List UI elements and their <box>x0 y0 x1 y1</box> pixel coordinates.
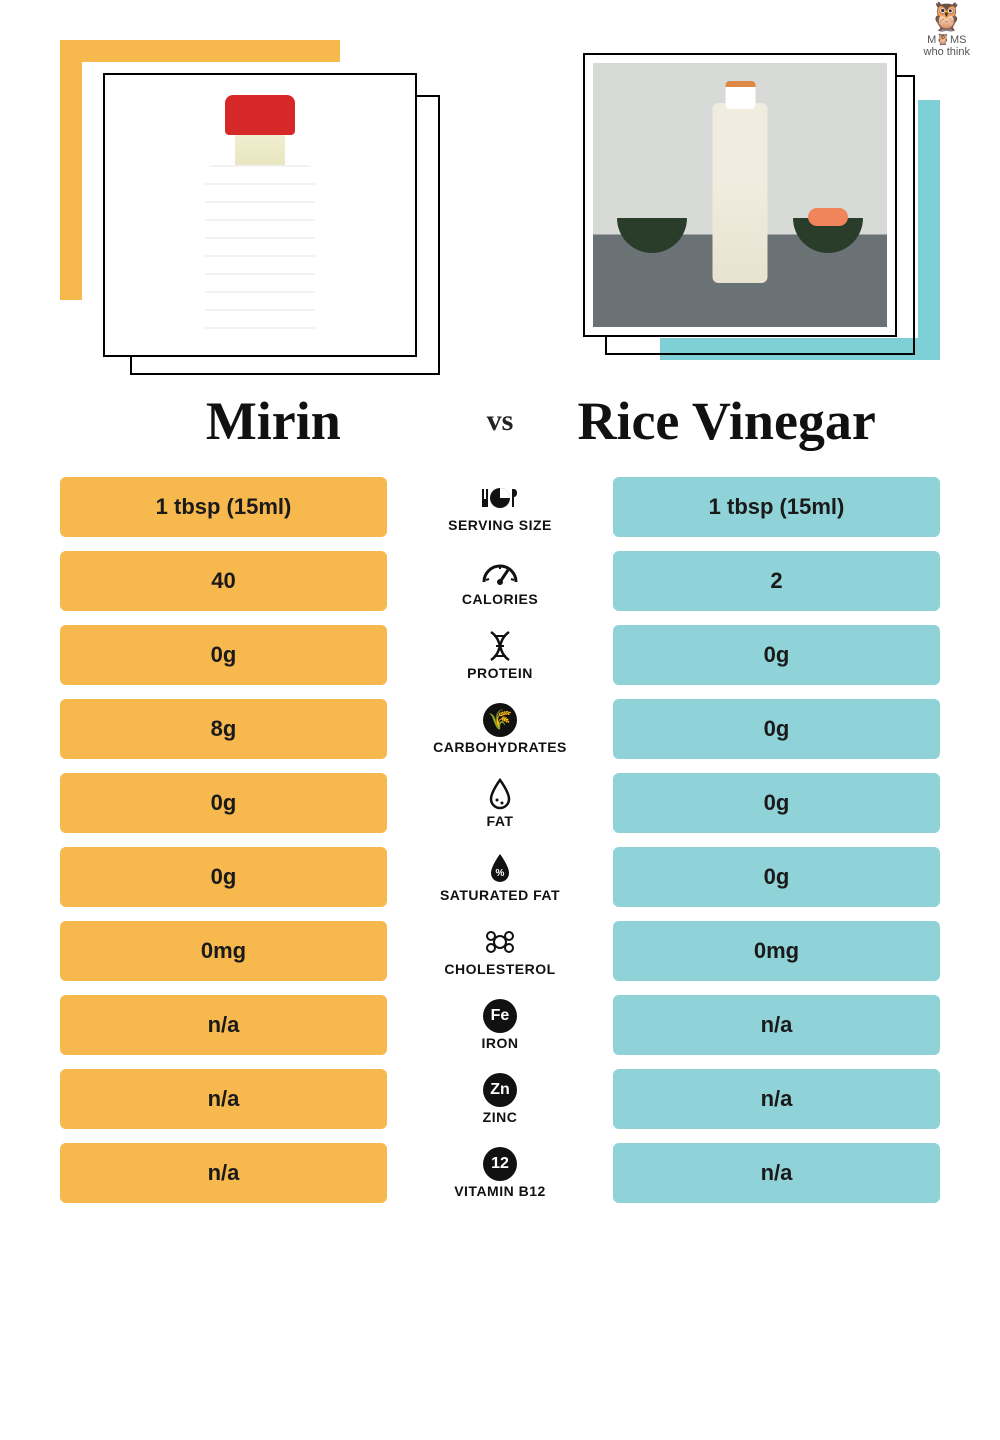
molecule-icon <box>483 925 517 959</box>
12-icon: 12 <box>483 1147 517 1181</box>
table-row: n/a 12 VITAMIN B12 n/a <box>60 1143 940 1203</box>
table-row: 1 tbsp (15ml) SERVING SIZE 1 tbsp (15ml) <box>60 477 940 537</box>
right-value-cell: 0g <box>613 773 940 833</box>
left-value-cell: 0g <box>60 847 387 907</box>
left-image-frame <box>105 75 415 355</box>
table-row: 0g% SATURATED FAT 0g <box>60 847 940 907</box>
mirin-bottle-illustration <box>200 95 320 335</box>
right-image-frame <box>585 55 895 335</box>
metric-label-cell: 🌾 CARBOHYDRATES <box>405 703 595 755</box>
metric-label-cell: CALORIES <box>405 555 595 607</box>
metric-label-cell: 12 VITAMIN B12 <box>405 1147 595 1199</box>
right-value-cell: 0mg <box>613 921 940 981</box>
left-value-cell: n/a <box>60 1143 387 1203</box>
vs-label: vs <box>467 404 534 438</box>
Zn-icon: Zn <box>483 1073 517 1107</box>
Fe-icon: Fe <box>483 999 517 1033</box>
metric-label-cell: PROTEIN <box>405 629 595 681</box>
drop-fill-icon: % <box>488 851 512 885</box>
left-image-wrap <box>60 40 430 360</box>
left-value-cell: 0g <box>60 625 387 685</box>
table-row: n/a Fe IRON n/a <box>60 995 940 1055</box>
metric-label: CALORIES <box>462 591 538 607</box>
owl-icon: 🦉 <box>924 0 970 33</box>
metric-label-cell: SERVING SIZE <box>405 481 595 533</box>
metric-label: SATURATED FAT <box>440 887 560 903</box>
left-value-cell: n/a <box>60 995 387 1055</box>
images-row <box>60 40 940 360</box>
dna-icon <box>485 629 515 663</box>
left-value-cell: n/a <box>60 1069 387 1129</box>
table-row: 0g FAT 0g <box>60 773 940 833</box>
table-row: 0g PROTEIN 0g <box>60 625 940 685</box>
metric-label: ZINC <box>483 1109 518 1125</box>
comparison-table: 1 tbsp (15ml) SERVING SIZE 1 tbsp (15ml) 40… <box>60 477 940 1203</box>
metric-label-cell: Fe IRON <box>405 999 595 1051</box>
left-value-cell: 0g <box>60 773 387 833</box>
right-value-cell: n/a <box>613 1143 940 1203</box>
gauge-icon <box>480 555 520 589</box>
table-row: n/a Zn ZINC n/a <box>60 1069 940 1129</box>
right-value-cell: 0g <box>613 847 940 907</box>
svg-text:%: % <box>496 868 505 879</box>
right-value-cell: n/a <box>613 995 940 1055</box>
metric-label: CHOLESTEROL <box>444 961 555 977</box>
table-row: 8g 🌾 CARBOHYDRATES 0g <box>60 699 940 759</box>
left-value-cell: 40 <box>60 551 387 611</box>
titles-row: Mirin vs Rice Vinegar <box>60 390 940 452</box>
metric-label: SERVING SIZE <box>448 517 552 533</box>
wheat-icon: 🌾 <box>483 703 517 737</box>
table-row: 0mg CHOLESTEROL 0mg <box>60 921 940 981</box>
table-row: 40 CALORIES 2 <box>60 551 940 611</box>
metric-label: IRON <box>482 1035 519 1051</box>
right-title: Rice Vinegar <box>533 390 920 452</box>
left-value-cell: 8g <box>60 699 387 759</box>
right-value-cell: 1 tbsp (15ml) <box>613 477 940 537</box>
right-value-cell: 2 <box>613 551 940 611</box>
metric-label-cell: FAT <box>405 777 595 829</box>
metric-label-cell: % SATURATED FAT <box>405 851 595 903</box>
metric-label: VITAMIN B12 <box>454 1183 546 1199</box>
left-title: Mirin <box>80 390 467 452</box>
metric-label: FAT <box>487 813 514 829</box>
metric-label-cell: Zn ZINC <box>405 1073 595 1125</box>
metric-label: PROTEIN <box>467 665 533 681</box>
metric-label-cell: CHOLESTEROL <box>405 925 595 977</box>
serving-icon <box>480 481 520 515</box>
left-value-cell: 1 tbsp (15ml) <box>60 477 387 537</box>
metric-label: CARBOHYDRATES <box>433 739 567 755</box>
vinegar-scene-illustration <box>593 63 887 327</box>
left-value-cell: 0mg <box>60 921 387 981</box>
right-value-cell: 0g <box>613 699 940 759</box>
right-image-wrap <box>570 40 940 360</box>
drop-icon <box>488 777 512 811</box>
right-value-cell: n/a <box>613 1069 940 1129</box>
right-value-cell: 0g <box>613 625 940 685</box>
